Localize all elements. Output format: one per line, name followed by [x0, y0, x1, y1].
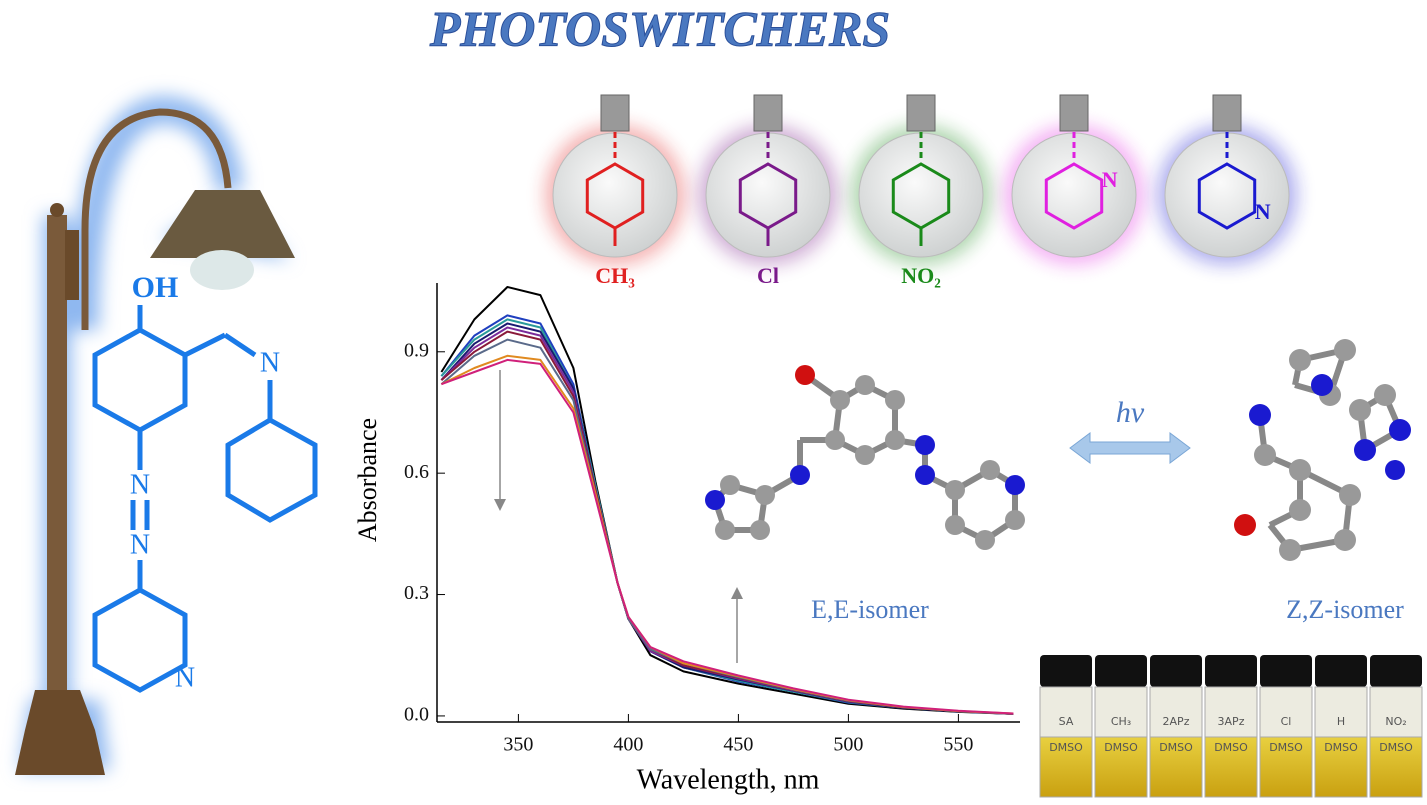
ring	[1197, 162, 1257, 230]
title: PHOTOSWITCHERS	[429, 0, 890, 56]
switch-arrow	[1069, 432, 1191, 464]
bulb-cap	[753, 94, 783, 132]
vial-glass	[1314, 686, 1368, 738]
y-tick-label: 0.0	[404, 704, 429, 726]
vial-liquid	[1039, 736, 1093, 798]
structure	[92, 305, 318, 693]
vial-liquid	[1149, 736, 1203, 798]
bulb	[1011, 132, 1137, 258]
isomer-label: E,E-isomer	[811, 595, 929, 624]
vial-solvent: DMSO	[1159, 741, 1193, 754]
vial-cap	[1205, 655, 1257, 687]
x-tick-label: 350	[503, 734, 533, 756]
y-tick-label: 0.9	[404, 339, 429, 361]
vial-cap	[1040, 655, 1092, 687]
vial-glass	[1204, 686, 1258, 738]
vial-glass	[1039, 686, 1093, 738]
series-line	[440, 322, 1014, 715]
bulb	[1164, 132, 1290, 258]
bulb-cap	[1212, 94, 1242, 132]
vial-solvent: DMSO	[1104, 741, 1138, 754]
vial-label: Cl	[1281, 715, 1292, 728]
vial-glass	[1369, 686, 1423, 738]
vial-label: 3APz	[1218, 715, 1245, 728]
light-label: hν	[1116, 396, 1145, 429]
vial-liquid	[1204, 736, 1258, 798]
vial-solvent: DMSO	[1269, 741, 1303, 754]
x-tick-label: 500	[833, 734, 863, 756]
structure-label: N	[260, 347, 280, 378]
vial-liquid	[1369, 736, 1423, 798]
vial-glass	[1094, 686, 1148, 738]
series-line	[440, 318, 1014, 715]
vial-label: H	[1337, 715, 1345, 728]
series-line	[441, 358, 1014, 715]
vial-cap	[1095, 655, 1147, 687]
vial-label: 2APz	[1163, 715, 1190, 728]
vial-label: SA	[1059, 715, 1074, 728]
substituent: NO₂	[901, 263, 941, 288]
ring-atom: N	[1102, 167, 1118, 192]
molecule-ee	[705, 365, 1025, 550]
bulb-cap	[1059, 94, 1089, 132]
x-tick-label: 550	[943, 734, 973, 756]
x-tick-label: 450	[723, 734, 753, 756]
vial-solvent: DMSO	[1214, 741, 1248, 754]
structure-label: N	[130, 529, 150, 560]
series-line	[440, 286, 1014, 715]
molecule-zz	[1234, 339, 1411, 561]
isomer-label: Z,Z-isomer	[1286, 595, 1404, 624]
y-tick-label: 0.6	[404, 461, 429, 483]
vial-solvent: DMSO	[1379, 741, 1413, 754]
vial-liquid	[1259, 736, 1313, 798]
substituent: CH₃	[595, 263, 635, 288]
vial-liquid	[1314, 736, 1368, 798]
substituent: Cl	[757, 263, 779, 288]
vial-cap	[1260, 655, 1312, 687]
chart: Absorbance Wavelength, nm 0.0 0.3 0.6 0.9 35…	[353, 283, 1020, 795]
structure-label: N	[130, 469, 150, 500]
bulbs: CH₃ Cl NO₂ N N	[545, 94, 1297, 288]
bulb-cap	[600, 94, 630, 132]
ring	[1044, 162, 1104, 230]
vial-label: NO₂	[1385, 715, 1406, 728]
x-axis-label: Wavelength, nm	[637, 764, 820, 795]
vial-cap	[1370, 655, 1422, 687]
bulb-cap	[906, 94, 936, 132]
lamp	[15, 95, 295, 775]
vial-solvent: DMSO	[1049, 741, 1083, 754]
ring-atom: N	[1255, 199, 1271, 224]
structure-label: N	[175, 662, 195, 693]
vials: SA DMSO CH₃ DMSO 2APz DMSO 3APz DMSO Cl DMSO H DMSO…	[1039, 655, 1423, 798]
vial-label: CH₃	[1111, 715, 1131, 728]
vial-cap	[1150, 655, 1202, 687]
vial-glass	[1259, 686, 1313, 738]
vial-cap	[1315, 655, 1367, 687]
x-tick-label: 400	[613, 734, 643, 756]
y-axis-label: Absorbance	[353, 418, 382, 542]
vial-liquid	[1094, 736, 1148, 798]
vial-solvent: DMSO	[1324, 741, 1358, 754]
y-tick-label: 0.3	[404, 582, 429, 604]
series-line	[440, 314, 1014, 715]
vial-glass	[1149, 686, 1203, 738]
structure-label: OH	[132, 271, 179, 304]
